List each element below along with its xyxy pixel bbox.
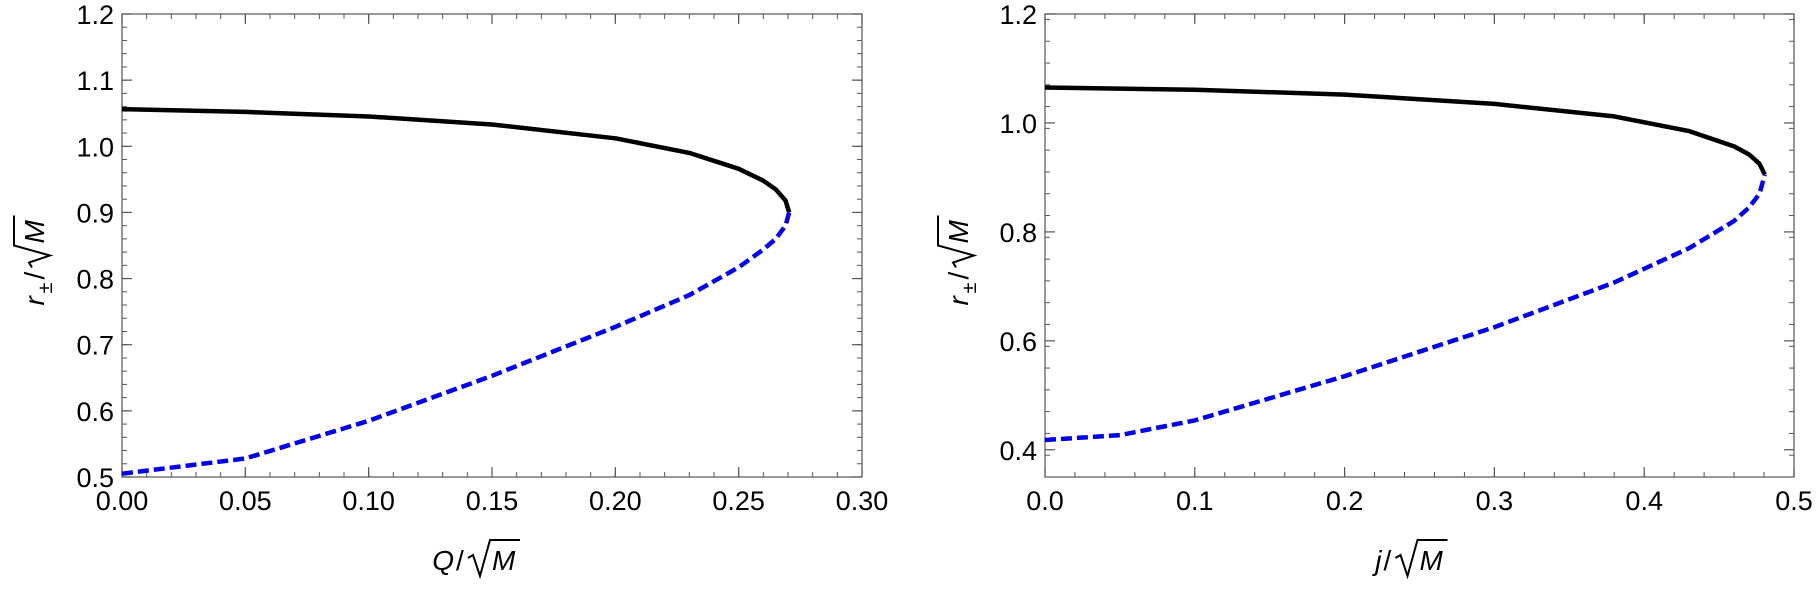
plot-frame xyxy=(1044,13,1795,478)
x-axis-label-var: Q xyxy=(432,545,454,576)
x-axis-label: Q / M xyxy=(432,539,520,580)
sqrt-sign xyxy=(1394,539,1448,580)
y-axis-label: r± / M xyxy=(937,215,981,306)
x-tick-label: 0.2 xyxy=(1326,486,1364,516)
x-axis-label: j / M xyxy=(1371,539,1448,580)
y-axis-label: r± / M xyxy=(13,215,57,306)
series-upper-solid xyxy=(1044,85,1767,176)
sqrt-sign xyxy=(467,539,520,580)
x-axis-label-den: M xyxy=(1420,545,1444,576)
y-axis-label-den: M xyxy=(943,220,974,244)
x-tick-label: 0.4 xyxy=(1625,486,1663,516)
x-axis-label-slash: / xyxy=(456,545,464,576)
plot-frame xyxy=(121,13,863,478)
chart-left: 0.00 0.05 0.10 0.15 0.20 0.25 0.30 0.5 0.6 0.7 0.8… xyxy=(13,0,889,580)
sqrt-sign xyxy=(937,215,978,269)
y-tick-label: 0.9 xyxy=(76,198,114,228)
y-tick-label: 0.5 xyxy=(76,463,114,493)
y-tick-label: 0.8 xyxy=(76,265,114,295)
y-tick-label: 0.6 xyxy=(999,327,1037,357)
chart-right: 0.0 0.1 0.2 0.3 0.4 0.50.40.60.81.01.2j / Mr±/M xyxy=(937,0,1813,580)
x-tick-label: 0.30 xyxy=(836,486,889,516)
y-tick-label: 1.2 xyxy=(999,0,1037,30)
x-axis-label-slash: / xyxy=(1384,545,1392,576)
x-tick-label: 0.15 xyxy=(466,486,519,516)
y-axis-label-var: r xyxy=(943,295,974,306)
x-axis-label-den: M xyxy=(492,545,516,576)
x-tick-label: 0.0 xyxy=(1026,486,1064,516)
y-axis-label-slash: / xyxy=(943,272,974,280)
series-lower-dashed xyxy=(121,211,792,476)
minor-ticks xyxy=(1044,14,1795,478)
x-tick-label: 0.5 xyxy=(1775,486,1813,516)
y-tick-label: 1.0 xyxy=(76,132,114,162)
y-axis-label-sub: ± xyxy=(959,283,981,294)
x-tick-label: 0.1 xyxy=(1176,486,1214,516)
x-tick-label: 0.10 xyxy=(342,486,395,516)
x-tick-label: 0.25 xyxy=(712,486,765,516)
y-tick-label: 0.4 xyxy=(999,436,1037,466)
minor-ticks xyxy=(121,13,863,478)
y-axis-label-slash: / xyxy=(19,272,50,280)
y-tick-label: 0.8 xyxy=(999,218,1037,248)
sqrt-sign xyxy=(13,215,54,269)
y-axis-label-sub: ± xyxy=(35,283,57,294)
y-axis-label-den: M xyxy=(19,220,50,244)
x-axis-label-var: j xyxy=(1371,545,1382,576)
series-lower-dashed xyxy=(1044,174,1767,443)
x-tick-label: 0.00 xyxy=(96,486,149,516)
x-tick-label: 0.20 xyxy=(589,486,642,516)
y-axis-label-var: r xyxy=(19,295,50,306)
y-tick-label: 1.2 xyxy=(76,0,114,30)
series-upper-solid xyxy=(121,106,792,214)
y-tick-label: 1.1 xyxy=(76,66,114,96)
x-tick-label: 0.3 xyxy=(1476,486,1514,516)
y-tick-label: 1.0 xyxy=(999,109,1037,139)
y-tick-label: 0.7 xyxy=(76,331,114,361)
y-tick-label: 0.6 xyxy=(76,397,114,427)
x-tick-label: 0.05 xyxy=(219,486,272,516)
